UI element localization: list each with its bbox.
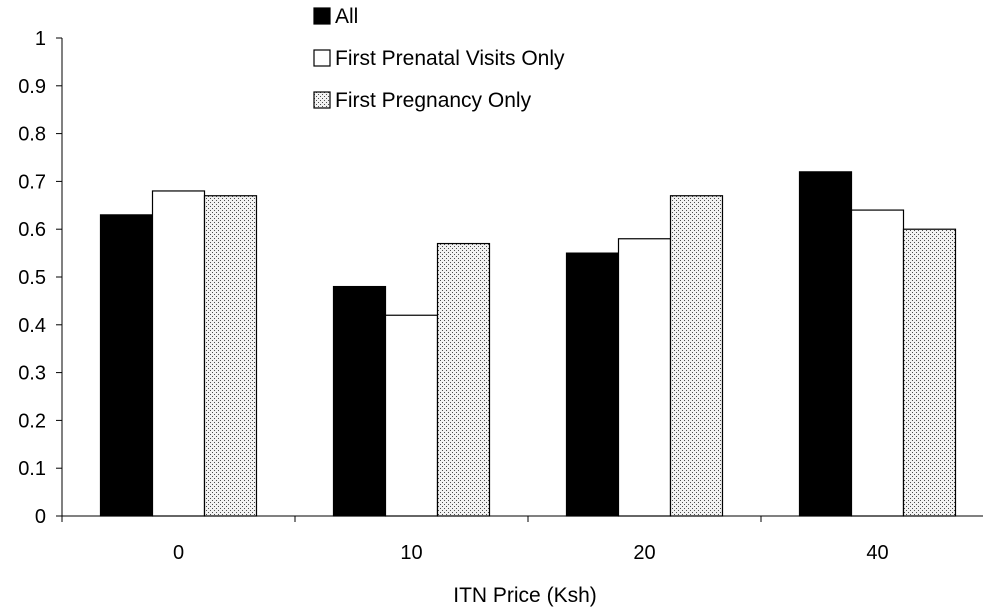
y-tick-label: 0.5 xyxy=(18,267,46,289)
bar-first-pregnancy-only-40 xyxy=(902,228,957,517)
x-tick-label: 20 xyxy=(633,542,655,564)
x-tick-label: 40 xyxy=(866,542,888,564)
x-axis: 0 10 20 40 xyxy=(61,515,983,564)
legend-label: First Prenatal Visits Only xyxy=(335,47,565,70)
legend-label: All xyxy=(335,5,358,28)
x-tick-label: 0 xyxy=(173,542,184,564)
bar-first-pregnancy-only-20 xyxy=(669,195,724,517)
y-tick-label: 0.2 xyxy=(18,410,46,432)
legend-swatch xyxy=(313,7,331,25)
bar-first-pregnancy-only-10 xyxy=(436,242,491,517)
bar-first-prenatal-visits-only-40 xyxy=(850,209,905,517)
y-tick-label: 1 xyxy=(35,28,46,50)
bar-first-pregnancy-only-0 xyxy=(203,195,258,517)
y-tick-label: 0.1 xyxy=(18,458,46,480)
y-tick-label: 0.4 xyxy=(18,315,46,337)
y-axis: 0 0.1 0.2 0.3 0.4 0.5 0.6 0.7 0.8 0.9 1 xyxy=(18,28,63,528)
bars xyxy=(99,171,957,517)
bar-all-40 xyxy=(798,171,853,517)
y-tick-label: 0 xyxy=(35,506,46,528)
y-tick-label: 0.9 xyxy=(18,76,46,98)
legend-swatch xyxy=(313,91,331,109)
bar-first-prenatal-visits-only-10 xyxy=(384,314,439,517)
bar-all-10 xyxy=(332,285,387,517)
y-tick-label: 0.3 xyxy=(18,363,46,385)
x-tick-label: 10 xyxy=(400,542,422,564)
y-tick-label: 0.7 xyxy=(18,171,46,193)
bar-first-prenatal-visits-only-20 xyxy=(617,238,672,517)
bar-all-0 xyxy=(99,214,154,517)
legend: All First Prenatal Visits Only First Pregn… xyxy=(313,5,565,112)
y-tick-label: 0.6 xyxy=(18,219,46,241)
legend-swatch xyxy=(313,49,331,67)
bar-all-20 xyxy=(565,252,620,517)
legend-label: First Pregnancy Only xyxy=(335,89,532,112)
x-axis-title: ITN Price (Ksh) xyxy=(453,584,597,607)
y-tick-label: 0.8 xyxy=(18,124,46,146)
bar-first-prenatal-visits-only-0 xyxy=(151,190,206,517)
